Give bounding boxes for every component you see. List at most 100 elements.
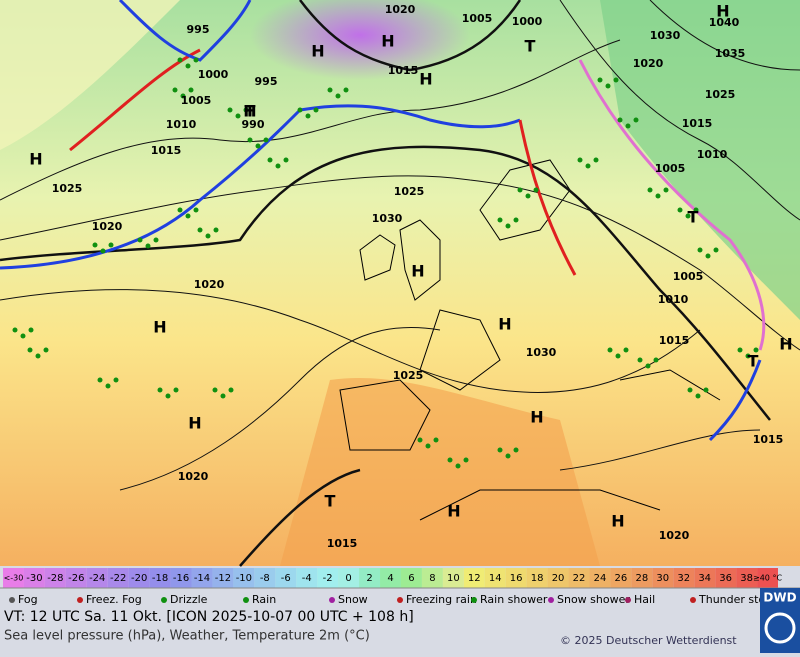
scale-label: -26 <box>68 573 84 584</box>
isobar-label: 1005 <box>462 12 493 25</box>
rain-dot <box>327 87 333 93</box>
legend-label: Freezing rain <box>406 593 477 606</box>
scale-cell <box>484 568 506 588</box>
legend-label: Hail <box>634 593 655 606</box>
scale-cell <box>44 568 66 588</box>
isobar-label: 1000 <box>198 68 229 81</box>
scale-cell <box>296 568 318 588</box>
legend-symbol <box>9 597 15 603</box>
rain-dot <box>533 187 539 193</box>
rain-dot <box>513 447 519 453</box>
isobar-label: 995 <box>255 75 278 88</box>
isobar-label: 1020 <box>659 529 690 542</box>
legend-symbol <box>471 597 477 603</box>
scale-cell <box>421 568 443 588</box>
legend-label: Rain shower <box>480 593 548 606</box>
rain-dot <box>220 393 226 399</box>
rain-dot <box>197 227 203 233</box>
logo-mark <box>764 612 796 644</box>
rain-dot <box>607 347 613 353</box>
legend-symbol <box>329 597 335 603</box>
rain-dot <box>193 57 199 63</box>
scale-cell <box>736 568 758 588</box>
pressure-center: H <box>411 262 424 281</box>
isobar-label: 1025 <box>393 369 424 382</box>
rain-dot <box>497 217 503 223</box>
scale-label: -22 <box>110 573 126 584</box>
scale-label: 32 <box>677 573 690 584</box>
scale-label: -18 <box>152 573 168 584</box>
isobar-label: 1030 <box>650 29 681 42</box>
rain-dot <box>43 347 49 353</box>
legend-symbol <box>548 597 554 603</box>
isobar-label: 1025 <box>394 185 425 198</box>
scale-label: 14 <box>489 573 502 584</box>
rain-dot <box>243 107 249 113</box>
rain-dot <box>597 77 603 83</box>
rain-dot <box>267 157 273 163</box>
rain-dot <box>647 187 653 193</box>
rain-dot <box>585 163 591 169</box>
rain-dot <box>737 347 743 353</box>
pressure-center: H <box>153 318 166 337</box>
rain-dot <box>655 193 661 199</box>
rain-dot <box>695 393 701 399</box>
rain-dot <box>517 187 523 193</box>
scale-cell <box>589 568 611 588</box>
pressure-center: T <box>748 352 759 371</box>
scale-label: 6 <box>408 573 414 584</box>
rain-dot <box>137 237 143 243</box>
rain-dot <box>177 57 183 63</box>
rain-dot <box>283 157 289 163</box>
rain-dot <box>177 207 183 213</box>
scale-cell <box>715 568 737 588</box>
rain-dot <box>165 393 171 399</box>
pressure-center: H <box>611 512 624 531</box>
pressure-center: T <box>688 208 699 227</box>
scale-cell <box>442 568 464 588</box>
rain-dot <box>697 247 703 253</box>
scale-cell <box>233 568 255 588</box>
rain-dot <box>525 193 531 199</box>
rain-dot <box>100 248 106 254</box>
rain-dot <box>235 113 241 119</box>
rain-dot <box>180 93 186 99</box>
isobar-label: 1020 <box>92 220 123 233</box>
rain-dot <box>425 443 431 449</box>
scale-label: -28 <box>47 573 63 584</box>
rain-dot <box>27 347 33 353</box>
rain-dot <box>455 463 461 469</box>
logo: DWD <box>763 591 796 605</box>
pressure-center: H <box>530 408 543 427</box>
isobar-label: 1015 <box>682 117 713 130</box>
pressure-center: H <box>447 502 460 521</box>
rain-dot <box>615 353 621 359</box>
description: Sea level pressure (hPa), Weather, Tempe… <box>4 629 370 644</box>
scale-label: 8 <box>429 573 435 584</box>
rain-dot <box>213 227 219 233</box>
rain-dot <box>105 383 111 389</box>
legend-label: Snow shower <box>557 593 630 606</box>
rain-dot <box>228 387 234 393</box>
isobar-label: 1010 <box>658 293 689 306</box>
scale-cell <box>3 568 24 588</box>
legend-symbol <box>161 597 167 603</box>
rain-dot <box>633 117 639 123</box>
rain-dot <box>28 327 34 333</box>
rain-dot <box>505 223 511 229</box>
pressure-center: H <box>419 70 432 89</box>
isobar-label: 1010 <box>166 118 197 131</box>
scale-cell <box>107 568 129 588</box>
rain-dot <box>263 137 269 143</box>
scale-cell <box>631 568 653 588</box>
scale-cell <box>86 568 108 588</box>
scale-cell <box>128 568 150 588</box>
scale-cell <box>757 568 778 588</box>
rain-dot <box>447 457 453 463</box>
scale-cell <box>400 568 422 588</box>
scale-label: -30 <box>26 573 42 584</box>
isobar-label: 1010 <box>697 148 728 161</box>
scale-label: <-30 <box>4 574 24 583</box>
rain-dot <box>693 207 699 213</box>
